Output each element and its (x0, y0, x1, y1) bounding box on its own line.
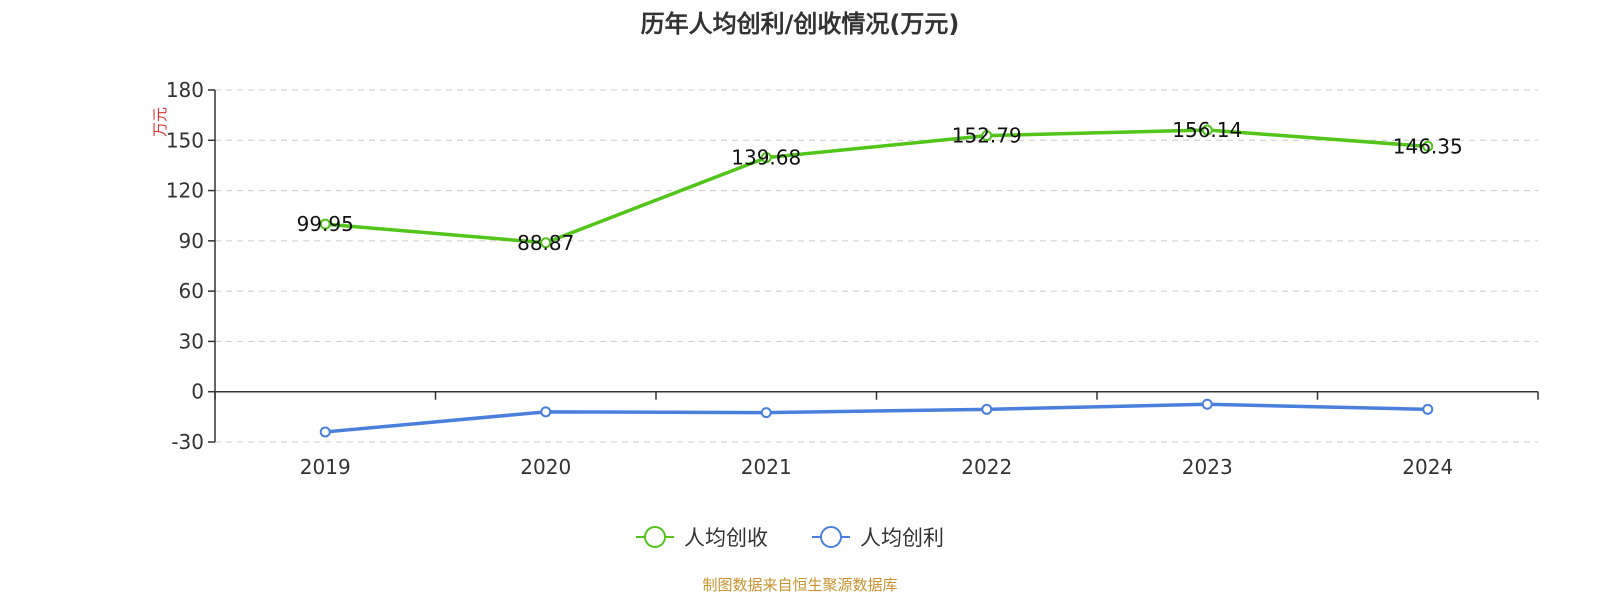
series-line-2 (325, 402, 1428, 434)
data-point (1422, 140, 1434, 152)
data-point (540, 237, 552, 249)
data-label: 156.14 (1172, 118, 1242, 142)
legend[interactable]: 人均创收 人均创利 (636, 526, 944, 550)
x-tick-label: 2021 (741, 455, 792, 479)
x-tick-label: 2022 (961, 455, 1012, 479)
data-point (1201, 124, 1213, 136)
y-axis-ticks: -30 0 30 60 90 120 150 180 (166, 78, 215, 454)
x-tick-label: 2019 (300, 455, 351, 479)
x-tick-label: 2024 (1402, 455, 1453, 479)
data-label: 139.68 (731, 146, 801, 170)
data-point (1422, 403, 1434, 415)
x-tick-label: 2023 (1182, 455, 1233, 479)
series-group: 99.95 88.87 139.68 152.79 156.14 146.35 (297, 118, 1463, 438)
data-point (1201, 398, 1213, 410)
legend-marker (820, 526, 842, 548)
y-tick-label: 90 (179, 229, 204, 253)
data-point (760, 152, 772, 164)
data-label: 88.87 (517, 231, 574, 255)
data-point (319, 218, 331, 230)
data-point (760, 407, 772, 419)
y-tick-label: 0 (191, 380, 204, 404)
axes (214, 90, 1538, 442)
y-tick-label: 180 (166, 78, 204, 102)
data-point (540, 406, 552, 418)
data-point (981, 130, 993, 142)
legend-label: 人均创利 (860, 526, 944, 550)
data-point (981, 403, 993, 415)
grid-lines (215, 89, 1538, 443)
data-label: 146.35 (1393, 134, 1463, 158)
x-axis-ticks: 2019 2020 2021 2022 2023 2024 (214, 391, 1539, 479)
legend-item-1[interactable]: 人均创收 (636, 526, 768, 550)
chart-title: 历年人均创利/创收情况(万元) (641, 10, 960, 38)
y-tick-label: 150 (166, 128, 204, 152)
x-tick-label: 2020 (520, 455, 571, 479)
legend-marker (644, 526, 666, 548)
source-note: 制图数据来自恒生聚源数据库 (702, 576, 897, 594)
y-tick-label: 30 (179, 329, 204, 353)
series-line-1 (325, 128, 1428, 245)
data-label: 152.79 (952, 124, 1022, 148)
legend-label: 人均创收 (684, 526, 768, 550)
y-tick-label: -30 (171, 430, 204, 454)
y-tick-label: 120 (166, 179, 204, 203)
data-label: 99.95 (297, 212, 354, 236)
data-point (319, 426, 331, 438)
y-tick-label: 60 (179, 279, 204, 303)
legend-item-2[interactable]: 人均创利 (812, 526, 944, 550)
y-axis-label: 万元 (151, 107, 169, 137)
